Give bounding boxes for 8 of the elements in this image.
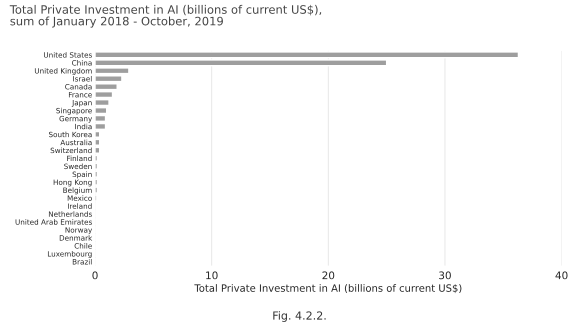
x-tick-label: 20 [322,271,334,280]
x-tick-label: 0 [92,271,98,280]
x-axis-title: Total Private Investment in AI (billions of current US$) [194,284,462,294]
x-tick-label: 10 [206,271,218,280]
caption: Fig. 4.2.2. [273,311,326,322]
chart-title: Total Private Investment in AI (billions of current US$), sum of January 2018 - October, 2019 [10,4,322,28]
x-tick-label: 40 [555,271,568,280]
x-tick-label: 30 [439,271,451,280]
